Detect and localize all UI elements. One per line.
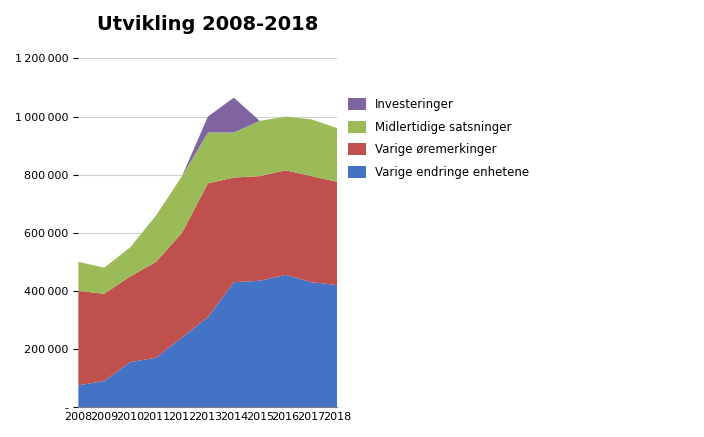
Title: Utvikling 2008-2018: Utvikling 2008-2018 [97,15,319,34]
Legend: Investeringer, Midlertidige satsninger, Varige øremerkinger, Varige endringe enh: Investeringer, Midlertidige satsninger, … [344,94,534,183]
